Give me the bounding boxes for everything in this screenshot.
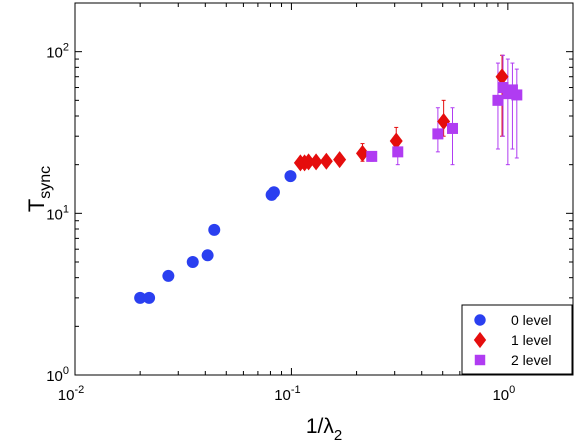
data-point-square — [447, 122, 459, 134]
y-axis-label: Tsync — [24, 166, 54, 212]
y-axis-label-sub: sync — [37, 166, 54, 199]
x-tick-label: 100 — [492, 384, 515, 404]
data-point-square — [392, 146, 404, 158]
data-point-square — [497, 82, 509, 94]
y-tick-label: 101 — [46, 203, 69, 223]
data-markers — [134, 68, 523, 304]
data-point-square — [492, 94, 504, 106]
data-point-diamond — [319, 152, 333, 170]
legend-label: 1 level — [511, 332, 551, 348]
y-axis-label-main: T — [24, 199, 49, 212]
legend-marker-square — [474, 354, 486, 366]
data-point-diamond — [389, 132, 403, 150]
data-point-diamond — [333, 151, 347, 169]
data-point-diamond — [437, 112, 451, 130]
data-point-circle — [267, 186, 280, 199]
data-point-diamond — [355, 144, 369, 162]
data-point-circle — [143, 291, 156, 304]
data-point-circle — [284, 170, 297, 183]
data-point-circle — [134, 291, 147, 304]
data-point-diamond — [309, 153, 323, 171]
x-axis-label-sub: 2 — [334, 427, 342, 444]
error-bars — [360, 54, 519, 166]
data-point-circle — [201, 249, 214, 262]
x-tick-label: 10-2 — [58, 384, 84, 404]
data-point-square — [511, 89, 523, 101]
data-point-square — [366, 150, 378, 162]
legend-label: 0 level — [511, 312, 551, 328]
data-point-square — [432, 128, 444, 140]
legend: 0 level 1 level 2 level — [461, 304, 573, 375]
legend-label: 2 level — [511, 352, 551, 368]
data-point-circle — [208, 223, 221, 236]
legend-marker-circle — [474, 314, 486, 326]
data-point-circle — [162, 269, 175, 282]
data-point-diamond — [302, 153, 316, 171]
data-point-diamond — [495, 68, 509, 86]
legend-marker-diamond — [473, 331, 487, 349]
x-axis-label: 1/λ2 — [306, 415, 342, 444]
x-tick-label: 10-1 — [274, 384, 300, 404]
axis-ticks: 10-2 10-1 100 100 101 102 — [46, 2, 574, 404]
y-tick-label: 100 — [46, 365, 69, 385]
y-tick-label: 102 — [46, 42, 69, 62]
data-point-circle — [186, 255, 199, 268]
x-axis-label-main: 1/λ — [306, 415, 335, 438]
